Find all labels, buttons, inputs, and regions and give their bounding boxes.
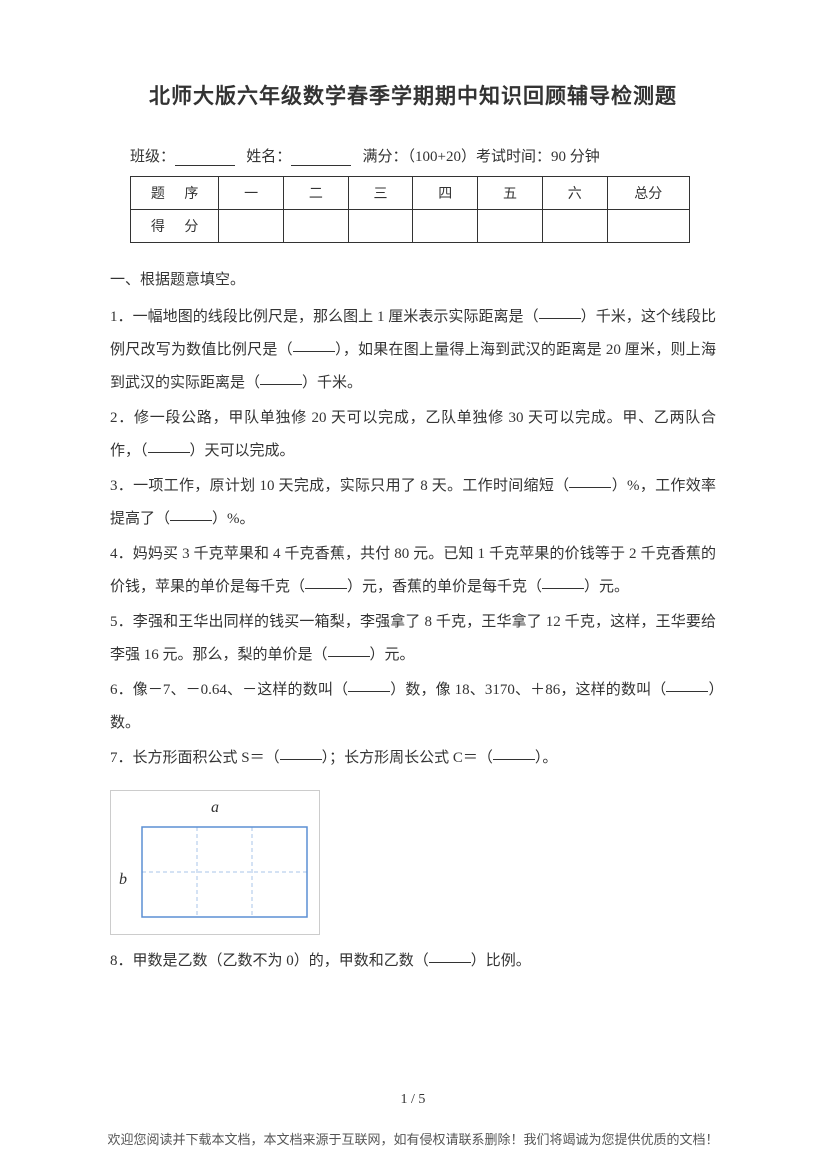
- question-6: 6．像－7、－0.64、－这样的数叫（）数，像 18、3170、＋86，这样的数…: [110, 674, 716, 740]
- answer-blank: [569, 473, 611, 488]
- col-header: 五: [478, 177, 543, 210]
- section-title: 一、根据题意填空。: [110, 268, 716, 289]
- question-3: 3．一项工作，原计划 10 天完成，实际只用了 8 天。工作时间缩短（）%，工作…: [110, 470, 716, 536]
- full-marks-label: 满分：（100+20）考试时间：90 分钟: [363, 149, 600, 165]
- page-content: 北师大版六年级数学春季学期期中知识回顾辅导检测题 班级： 姓名： 满分：（100…: [0, 0, 826, 1020]
- answer-blank: [293, 337, 335, 352]
- answer-blank: [493, 745, 535, 760]
- question-7: 7．长方形面积公式 S＝（）；长方形周长公式 C＝（）。: [110, 742, 716, 775]
- col-header: 二: [283, 177, 348, 210]
- answer-blank: [280, 745, 322, 760]
- answer-blank: [148, 438, 190, 453]
- question-5: 5．李强和王华出同样的钱买一箱梨，李强拿了 8 千克，王华拿了 12 千克，这样…: [110, 606, 716, 672]
- col-header: 四: [413, 177, 478, 210]
- rectangle-svg: [141, 826, 308, 918]
- class-blank: [175, 151, 235, 166]
- score-cell: [478, 210, 543, 243]
- answer-blank: [170, 506, 212, 521]
- rectangle-diagram: a b: [110, 790, 320, 935]
- page-number: 1 / 5: [0, 1092, 826, 1108]
- question-1: 1．一幅地图的线段比例尺是，那么图上 1 厘米表示实际距离是（）千米，这个线段比…: [110, 301, 716, 400]
- answer-blank: [666, 677, 708, 692]
- col-header: 总分: [607, 177, 689, 210]
- score-cell: [542, 210, 607, 243]
- score-cell: [607, 210, 689, 243]
- diagram-label-a: a: [211, 799, 219, 817]
- diagram-label-b: b: [119, 871, 127, 889]
- answer-blank: [260, 370, 302, 385]
- answer-blank: [328, 642, 370, 657]
- table-row: 题 序 一 二 三 四 五 六 总分: [131, 177, 690, 210]
- answer-blank: [542, 574, 584, 589]
- col-header: 三: [348, 177, 413, 210]
- question-2: 2．修一段公路，甲队单独修 20 天可以完成，乙队单独修 30 天可以完成。甲、…: [110, 402, 716, 468]
- answer-blank: [348, 677, 390, 692]
- class-label: 班级：: [130, 149, 175, 165]
- score-cell: [283, 210, 348, 243]
- row-header: 得 分: [131, 210, 219, 243]
- answer-blank: [539, 304, 581, 319]
- footer-text: 欢迎您阅读并下载本文档，本文档来源于互联网，如有侵权请联系删除！我们将竭诚为您提…: [0, 1129, 826, 1148]
- col-header: 六: [542, 177, 607, 210]
- question-4: 4．妈妈买 3 千克苹果和 4 千克香蕉，共付 80 元。已知 1 千克苹果的价…: [110, 538, 716, 604]
- question-8: 8．甲数是乙数（乙数不为 0）的，甲数和乙数（）比例。: [110, 945, 716, 978]
- document-title: 北师大版六年级数学春季学期期中知识回顾辅导检测题: [110, 80, 716, 110]
- name-label: 姓名：: [246, 149, 291, 165]
- col-header: 一: [219, 177, 284, 210]
- name-blank: [291, 151, 351, 166]
- info-line: 班级： 姓名： 满分：（100+20）考试时间：90 分钟: [130, 145, 716, 166]
- row-header: 题 序: [131, 177, 219, 210]
- answer-blank: [429, 948, 471, 963]
- score-cell: [348, 210, 413, 243]
- score-cell: [413, 210, 478, 243]
- table-row: 得 分: [131, 210, 690, 243]
- score-cell: [219, 210, 284, 243]
- answer-blank: [305, 574, 347, 589]
- score-table: 题 序 一 二 三 四 五 六 总分 得 分: [130, 176, 690, 243]
